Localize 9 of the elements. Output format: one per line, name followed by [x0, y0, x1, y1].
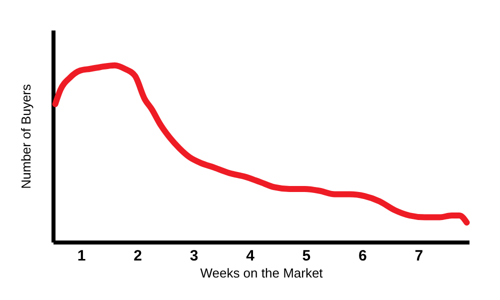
x-tick-label: 4: [246, 248, 256, 264]
x-tick-label: 1: [77, 248, 86, 264]
x-axis-title: Weeks on the Market: [200, 266, 324, 280]
x-tick-label: 2: [134, 248, 142, 264]
x-tick-label: 5: [302, 248, 311, 264]
x-tick-label: 7: [414, 248, 424, 264]
y-axis-title: Number of Buyers: [18, 84, 34, 189]
x-tick-label: 3: [190, 248, 198, 264]
x-tick-label: 6: [358, 248, 367, 264]
